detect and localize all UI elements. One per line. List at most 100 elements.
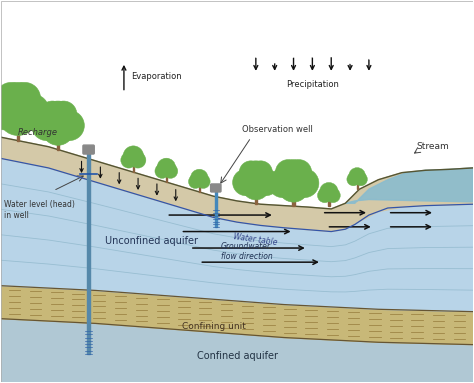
Circle shape [278, 171, 309, 202]
Circle shape [245, 32, 271, 57]
Circle shape [249, 161, 273, 184]
Circle shape [163, 164, 178, 178]
Circle shape [0, 97, 37, 136]
Text: Confining unit: Confining unit [182, 322, 246, 331]
Circle shape [300, 24, 334, 58]
Circle shape [349, 168, 365, 184]
Circle shape [322, 34, 341, 53]
Circle shape [319, 182, 338, 201]
Circle shape [286, 160, 311, 185]
Text: Recharge: Recharge [18, 128, 58, 137]
Circle shape [337, 28, 358, 49]
Circle shape [355, 173, 367, 186]
Circle shape [271, 24, 293, 46]
Circle shape [50, 101, 77, 128]
Text: Observation well: Observation well [242, 124, 312, 134]
Bar [57, 133, 59, 150]
FancyBboxPatch shape [83, 145, 94, 154]
Circle shape [264, 21, 285, 41]
Circle shape [39, 101, 65, 128]
Circle shape [369, 34, 388, 53]
Circle shape [334, 21, 356, 44]
Circle shape [0, 82, 27, 114]
Circle shape [358, 35, 383, 59]
Circle shape [275, 160, 311, 196]
Text: Unconfined aquifer: Unconfined aquifer [105, 236, 198, 246]
Circle shape [351, 28, 372, 49]
Circle shape [155, 164, 169, 178]
Circle shape [321, 23, 350, 51]
Circle shape [268, 169, 297, 198]
Circle shape [9, 82, 41, 114]
Circle shape [0, 94, 22, 130]
Text: Water table: Water table [232, 232, 277, 247]
Circle shape [345, 25, 365, 44]
Bar [133, 162, 134, 172]
Circle shape [239, 161, 273, 194]
Circle shape [233, 169, 259, 196]
Circle shape [121, 152, 137, 168]
Polygon shape [346, 168, 473, 203]
Circle shape [310, 17, 327, 34]
Circle shape [340, 36, 369, 64]
Circle shape [256, 24, 279, 46]
Bar [255, 189, 257, 203]
Circle shape [326, 188, 340, 203]
Circle shape [54, 110, 84, 141]
Text: Precipitation: Precipitation [286, 80, 339, 89]
Circle shape [283, 11, 301, 30]
Circle shape [239, 161, 263, 184]
Circle shape [39, 101, 77, 139]
Bar [87, 153, 90, 354]
Circle shape [123, 146, 144, 166]
Circle shape [270, 17, 286, 34]
Polygon shape [1, 286, 473, 345]
Circle shape [279, 32, 304, 57]
Bar [328, 197, 329, 206]
Circle shape [130, 152, 146, 168]
Circle shape [290, 9, 307, 26]
Circle shape [240, 31, 260, 51]
Circle shape [259, 33, 290, 63]
Circle shape [327, 35, 351, 59]
Circle shape [295, 11, 313, 30]
Polygon shape [1, 159, 473, 312]
Polygon shape [1, 319, 473, 382]
Circle shape [157, 158, 176, 177]
Circle shape [275, 160, 301, 185]
Circle shape [274, 18, 295, 39]
Circle shape [305, 10, 329, 34]
Circle shape [318, 188, 332, 203]
Bar [17, 121, 19, 141]
Circle shape [196, 175, 210, 188]
Text: Stream: Stream [416, 141, 449, 151]
Text: Confined aquifer: Confined aquifer [197, 351, 277, 362]
Circle shape [290, 31, 310, 51]
Circle shape [278, 21, 301, 44]
Circle shape [297, 14, 321, 39]
Circle shape [189, 175, 202, 188]
Bar [199, 183, 200, 192]
Polygon shape [1, 137, 473, 232]
Text: Groundwater
flow direction: Groundwater flow direction [220, 242, 272, 261]
Circle shape [242, 172, 270, 200]
Circle shape [32, 110, 62, 141]
Circle shape [301, 18, 323, 39]
Bar [215, 191, 217, 227]
Circle shape [42, 113, 74, 145]
Circle shape [0, 82, 41, 128]
Circle shape [290, 169, 319, 198]
FancyBboxPatch shape [210, 184, 221, 192]
Circle shape [313, 14, 337, 39]
Circle shape [13, 94, 50, 130]
Bar [292, 190, 295, 206]
Circle shape [191, 169, 208, 187]
Text: Water level (head)
in well: Water level (head) in well [4, 200, 75, 219]
Bar [356, 181, 358, 189]
Circle shape [286, 19, 311, 44]
Text: Evaporation: Evaporation [131, 72, 182, 80]
Circle shape [284, 23, 313, 51]
Bar [165, 173, 167, 182]
Circle shape [347, 173, 360, 186]
Circle shape [253, 169, 279, 196]
